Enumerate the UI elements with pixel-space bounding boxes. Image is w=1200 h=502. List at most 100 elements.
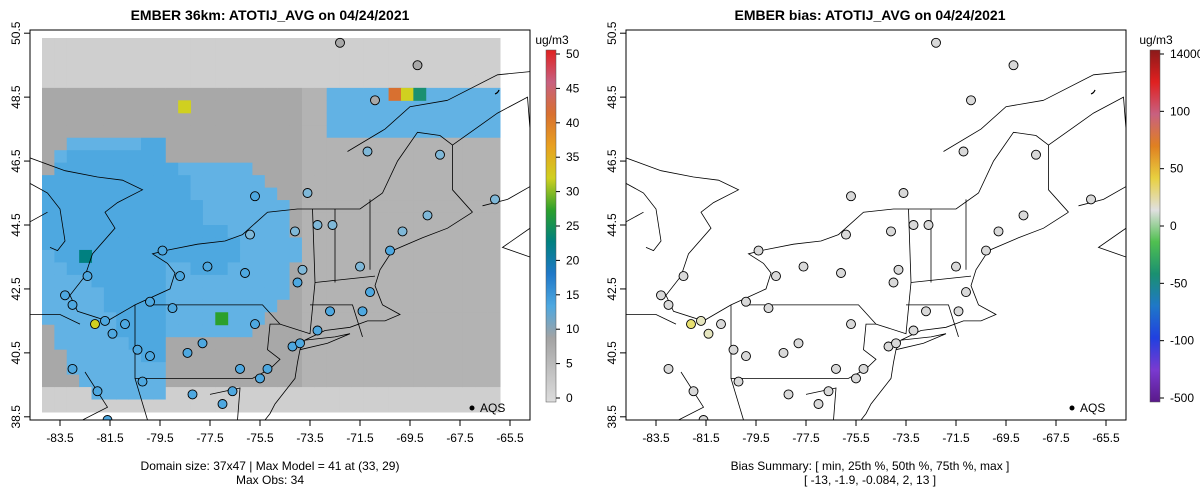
grid-cell <box>54 62 68 76</box>
grid-cell <box>240 200 253 214</box>
grid-cell <box>487 150 501 164</box>
grid-cell <box>462 349 476 363</box>
station-marker <box>888 277 899 288</box>
x-tick-label: -73.5 <box>296 431 324 445</box>
grid-cell <box>215 349 229 363</box>
station-marker <box>793 338 804 349</box>
grid-cell <box>425 399 439 413</box>
grid-cell <box>153 312 167 326</box>
grid-cell <box>264 150 278 164</box>
station-marker <box>202 261 213 272</box>
basemap-line <box>943 99 1044 152</box>
grid-cell <box>42 112 55 126</box>
station-marker <box>412 60 423 71</box>
colorbar-tick-label: 15 <box>566 288 580 302</box>
station-marker <box>490 194 500 205</box>
grid-cell <box>388 362 402 376</box>
grid-cell <box>339 212 352 226</box>
grid-cell <box>475 162 489 176</box>
grid-cell <box>252 75 266 89</box>
grid-cell <box>42 262 55 276</box>
grid-cell <box>202 287 216 301</box>
x-tick-label: -73.5 <box>892 431 920 445</box>
grid-cell <box>215 237 229 251</box>
station-marker <box>686 319 696 330</box>
grid-cell <box>413 287 427 301</box>
grid-cell <box>103 75 117 89</box>
grid-cell <box>413 225 427 238</box>
grid-cell <box>277 137 291 151</box>
station-marker <box>798 261 809 272</box>
colorbar-tick-label: 5 <box>566 357 573 371</box>
grid-cell <box>301 50 315 64</box>
grid-cell <box>425 287 439 301</box>
grid-cell <box>400 162 414 176</box>
bias-panel: EMBER bias: ATOTIJ_AVG on 04/24/2021 -83… <box>605 7 1200 487</box>
grid-cell <box>487 225 501 238</box>
station-marker <box>357 306 368 317</box>
grid-cell <box>301 100 315 114</box>
basemap-line <box>748 304 877 325</box>
station-marker <box>953 306 964 317</box>
grid-cell <box>413 75 427 89</box>
grid-cell <box>351 100 365 114</box>
grid-cell <box>215 175 229 189</box>
grid-cell <box>215 100 229 114</box>
grid-cell <box>450 262 464 276</box>
grid-cell <box>289 162 303 176</box>
station-marker <box>656 290 666 301</box>
grid-cell <box>462 150 476 164</box>
grid-cell <box>339 349 352 363</box>
grid-cell <box>54 262 68 276</box>
grid-cell <box>339 387 352 401</box>
grid-cell <box>314 299 328 313</box>
station-marker <box>663 363 674 374</box>
grid-cell <box>326 112 340 126</box>
grid-cell <box>66 374 80 388</box>
grid-cell <box>141 125 154 139</box>
grid-cell <box>487 87 501 101</box>
grid-cell <box>475 125 489 139</box>
grid-cell <box>178 324 192 338</box>
grid-cell <box>314 287 328 301</box>
grid-cell <box>42 62 55 76</box>
grid-cell <box>178 225 192 238</box>
grid-cell <box>400 324 414 338</box>
grid-cell <box>277 324 291 338</box>
grid-cell <box>79 38 93 51</box>
grid-cell <box>289 175 303 189</box>
grid-cell <box>277 262 291 276</box>
grid-cell <box>475 237 489 251</box>
grid-cell <box>190 399 204 413</box>
grid-cell <box>425 274 439 288</box>
grid-cell <box>54 312 68 326</box>
station-marker <box>688 386 699 397</box>
grid-cell <box>66 349 80 363</box>
grid-cell <box>339 287 352 301</box>
grid-cell <box>66 50 80 64</box>
grid-cell <box>153 62 167 76</box>
grid-cell <box>128 187 142 201</box>
grid-cell <box>42 75 55 89</box>
grid-cell <box>153 112 167 126</box>
grid-cell <box>400 212 414 226</box>
grid-cell <box>264 262 278 276</box>
grid-cell <box>450 162 464 176</box>
grid-cell <box>240 274 253 288</box>
grid-cell <box>128 287 142 301</box>
grid-cell <box>438 337 451 351</box>
grid-cell <box>165 112 179 126</box>
grid-cell <box>400 75 414 89</box>
grid-cell <box>103 125 117 139</box>
grid-cell <box>178 200 192 214</box>
grid-cell <box>103 87 117 101</box>
grid-cell <box>475 87 489 101</box>
grid-cell <box>215 150 229 164</box>
grid-cell <box>289 125 303 139</box>
grid-cell <box>339 362 352 376</box>
model-basemap-lines <box>30 71 530 420</box>
grid-cell <box>413 237 427 251</box>
grid-cell <box>438 237 451 251</box>
grid-cell <box>240 137 253 151</box>
grid-cell <box>202 399 216 413</box>
